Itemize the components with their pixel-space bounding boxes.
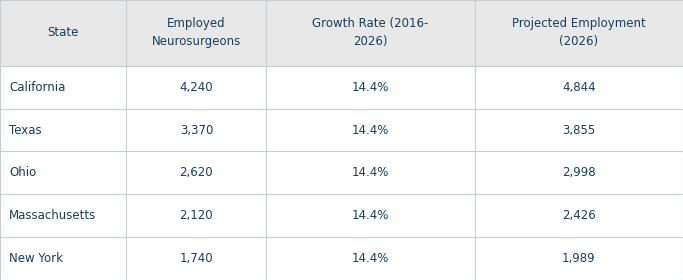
Text: Texas: Texas: [9, 123, 42, 137]
Text: 3,855: 3,855: [562, 123, 596, 137]
Bar: [0, 109, 683, 151]
Text: California: California: [9, 81, 66, 94]
Text: 14.4%: 14.4%: [352, 123, 389, 137]
Text: State: State: [48, 26, 79, 39]
Text: Ohio: Ohio: [9, 166, 36, 179]
Text: Massachusetts: Massachusetts: [9, 209, 96, 222]
Text: New York: New York: [9, 252, 63, 265]
Text: Growth Rate (2016-
2026): Growth Rate (2016- 2026): [312, 17, 429, 48]
Bar: [0, 151, 683, 194]
Text: 1,989: 1,989: [562, 252, 596, 265]
Bar: [0, 237, 683, 280]
Text: 14.4%: 14.4%: [352, 81, 389, 94]
Bar: [0, 194, 683, 237]
Text: 2,426: 2,426: [562, 209, 596, 222]
Text: 2,120: 2,120: [180, 209, 213, 222]
Text: 4,240: 4,240: [180, 81, 213, 94]
Text: 2,998: 2,998: [562, 166, 596, 179]
Text: 2,620: 2,620: [180, 166, 213, 179]
Text: 1,740: 1,740: [180, 252, 213, 265]
Text: 14.4%: 14.4%: [352, 252, 389, 265]
Bar: [0, 0, 683, 66]
Text: 4,844: 4,844: [562, 81, 596, 94]
Text: 14.4%: 14.4%: [352, 209, 389, 222]
Text: 14.4%: 14.4%: [352, 166, 389, 179]
Bar: [0, 66, 683, 109]
Text: 3,370: 3,370: [180, 123, 213, 137]
Text: Employed
Neurosurgeons: Employed Neurosurgeons: [152, 17, 241, 48]
Text: Projected Employment
(2026): Projected Employment (2026): [512, 17, 645, 48]
